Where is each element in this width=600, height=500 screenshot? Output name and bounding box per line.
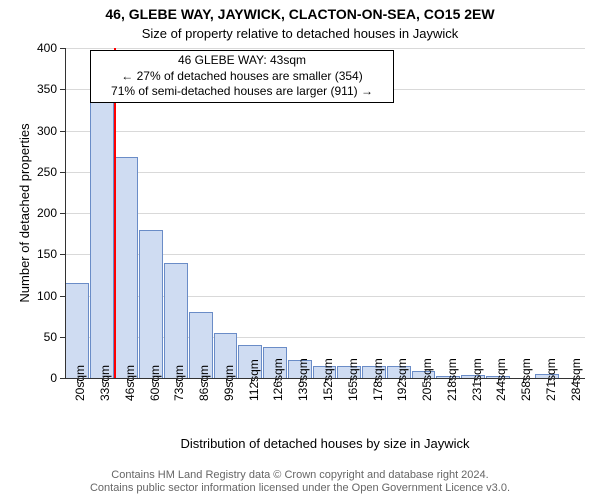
xtick-label: 46sqm: [123, 395, 137, 401]
xtick-label: 112sqm: [247, 395, 261, 401]
x-axis-line: [65, 378, 585, 379]
annotation-box: 46 GLEBE WAY: 43sqm ← 27% of detached ho…: [90, 50, 394, 103]
gridline: [65, 213, 585, 214]
bar: [90, 102, 114, 378]
xtick-label: 192sqm: [395, 395, 409, 401]
xtick-label: 271sqm: [544, 395, 558, 401]
x-axis-label: Distribution of detached houses by size …: [65, 436, 585, 451]
xtick-label: 139sqm: [296, 395, 310, 401]
annotation-line-3: 71% of semi-detached houses are larger (…: [97, 84, 387, 100]
gridline: [65, 48, 585, 49]
xtick-label: 205sqm: [420, 395, 434, 401]
page-title: 46, GLEBE WAY, JAYWICK, CLACTON-ON-SEA, …: [0, 6, 600, 22]
xtick-label: 20sqm: [73, 395, 87, 401]
page-subtitle: Size of property relative to detached ho…: [0, 26, 600, 41]
xtick-label: 178sqm: [371, 395, 385, 401]
footer-attribution: Contains HM Land Registry data © Crown c…: [0, 469, 600, 497]
gridline: [65, 172, 585, 173]
y-axis-label: Number of detached properties: [17, 113, 32, 313]
xtick-label: 152sqm: [321, 395, 335, 401]
xtick-label: 218sqm: [445, 395, 459, 401]
bar: [139, 230, 163, 379]
bar: [115, 157, 139, 378]
xtick-label: 284sqm: [569, 395, 583, 401]
xtick-label: 99sqm: [222, 395, 236, 401]
xtick-label: 73sqm: [172, 395, 186, 401]
bar: [65, 283, 89, 378]
footer-line-1: Contains HM Land Registry data © Crown c…: [0, 469, 600, 483]
ytick-label: 0: [27, 371, 57, 385]
chart-container: 46, GLEBE WAY, JAYWICK, CLACTON-ON-SEA, …: [0, 0, 600, 500]
xtick-label: 258sqm: [519, 395, 533, 401]
xtick-label: 231sqm: [470, 395, 484, 401]
xtick-label: 60sqm: [148, 395, 162, 401]
annotation-line-1: 46 GLEBE WAY: 43sqm: [97, 53, 387, 69]
xtick-label: 33sqm: [98, 395, 112, 401]
annotation-line-2: ← 27% of detached houses are smaller (35…: [97, 69, 387, 85]
xtick-label: 244sqm: [494, 395, 508, 401]
xtick-label: 126sqm: [271, 395, 285, 401]
xtick-label: 86sqm: [197, 395, 211, 401]
y-axis-line: [65, 48, 66, 378]
footer-line-2: Contains public sector information licen…: [0, 482, 600, 496]
ytick-label: 50: [27, 330, 57, 344]
bar: [164, 263, 188, 379]
xtick-label: 165sqm: [346, 395, 360, 401]
gridline: [65, 131, 585, 132]
ytick-label: 400: [27, 41, 57, 55]
ytick-label: 350: [27, 82, 57, 96]
